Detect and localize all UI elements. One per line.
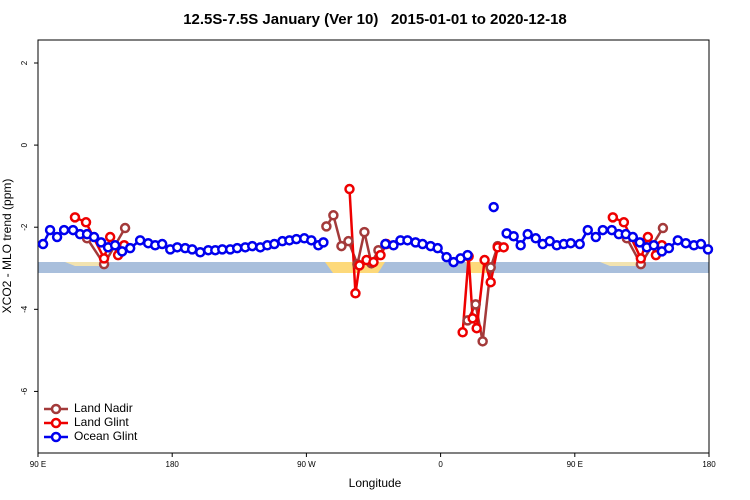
point — [375, 249, 386, 261]
x-tick-label: 180 — [702, 460, 716, 469]
point — [104, 231, 116, 243]
point — [530, 233, 541, 244]
point — [88, 231, 100, 243]
chart-title: 12.5S-7.5S January (Ver 10) 2015-01-01 t… — [183, 11, 567, 28]
point — [477, 336, 488, 347]
point — [607, 212, 619, 223]
point — [635, 253, 647, 264]
x-tick-label: 90 E — [567, 460, 583, 469]
point — [479, 254, 490, 266]
point — [80, 217, 92, 228]
point — [380, 238, 391, 250]
point — [642, 231, 654, 243]
x-tick-label: 180 — [166, 460, 180, 469]
land-patch — [600, 262, 645, 266]
point — [116, 246, 128, 257]
point — [508, 230, 519, 242]
point — [488, 201, 499, 213]
legend-marker — [50, 417, 62, 429]
point — [306, 235, 317, 246]
point — [417, 238, 428, 250]
point — [368, 256, 379, 268]
y-tick-label: -2 — [20, 223, 29, 231]
x-tick-label: 90 W — [297, 460, 316, 469]
legend-marker — [50, 403, 62, 415]
point — [522, 228, 533, 240]
point — [328, 210, 339, 221]
point — [402, 235, 413, 246]
point — [247, 240, 258, 252]
point — [350, 288, 361, 299]
point — [574, 238, 585, 250]
point — [37, 238, 49, 250]
land-patch — [65, 262, 110, 266]
point — [269, 238, 280, 250]
point — [627, 231, 639, 243]
point — [672, 235, 684, 246]
point — [343, 235, 354, 247]
point — [680, 237, 692, 249]
point — [467, 313, 478, 324]
point — [695, 238, 707, 250]
point — [134, 235, 146, 246]
point — [156, 238, 168, 250]
point — [485, 262, 496, 273]
point — [354, 260, 365, 271]
point — [441, 251, 452, 263]
point — [95, 237, 107, 248]
x-tick-label: 90 E — [30, 460, 46, 469]
x-axis-label: Longitude — [349, 476, 402, 490]
point — [657, 222, 669, 234]
point — [119, 222, 131, 234]
point — [618, 217, 630, 228]
y-tick-label: 2 — [20, 60, 29, 65]
y-tick-label: 0 — [20, 142, 29, 147]
point — [124, 242, 136, 254]
legend-marker — [50, 431, 62, 443]
point — [69, 212, 81, 223]
point — [457, 327, 468, 338]
point — [194, 246, 206, 258]
x-tick-label: 0 — [438, 460, 443, 469]
point — [597, 224, 609, 236]
point — [462, 249, 473, 261]
point — [318, 237, 329, 248]
legend-label: Ocean Glint — [74, 429, 138, 443]
point — [186, 244, 198, 255]
point — [432, 242, 443, 254]
point — [634, 237, 646, 248]
point — [388, 240, 399, 251]
point — [470, 299, 481, 310]
point — [231, 242, 243, 254]
point — [321, 221, 332, 232]
point — [702, 244, 714, 255]
plot-frame — [37, 39, 710, 454]
point — [109, 240, 121, 251]
point — [582, 224, 594, 236]
point — [515, 240, 526, 251]
y-tick-label: -4 — [20, 305, 29, 313]
point — [359, 226, 370, 238]
point — [51, 231, 63, 243]
point — [498, 242, 509, 253]
point — [663, 242, 675, 254]
y-tick-label: -6 — [20, 387, 29, 395]
point — [98, 253, 110, 264]
legend-label: Land Nadir — [74, 401, 133, 415]
series-line — [86, 212, 664, 342]
point — [44, 224, 56, 236]
point — [485, 276, 496, 288]
legend-label: Land Glint — [74, 415, 129, 429]
point — [344, 183, 355, 195]
point — [590, 231, 602, 243]
point — [648, 240, 660, 251]
point — [471, 322, 482, 334]
point — [58, 224, 70, 236]
y-axis-label: XCO2 - MLO trend (ppm) — [0, 179, 14, 314]
point — [565, 237, 577, 249]
point — [336, 240, 347, 252]
